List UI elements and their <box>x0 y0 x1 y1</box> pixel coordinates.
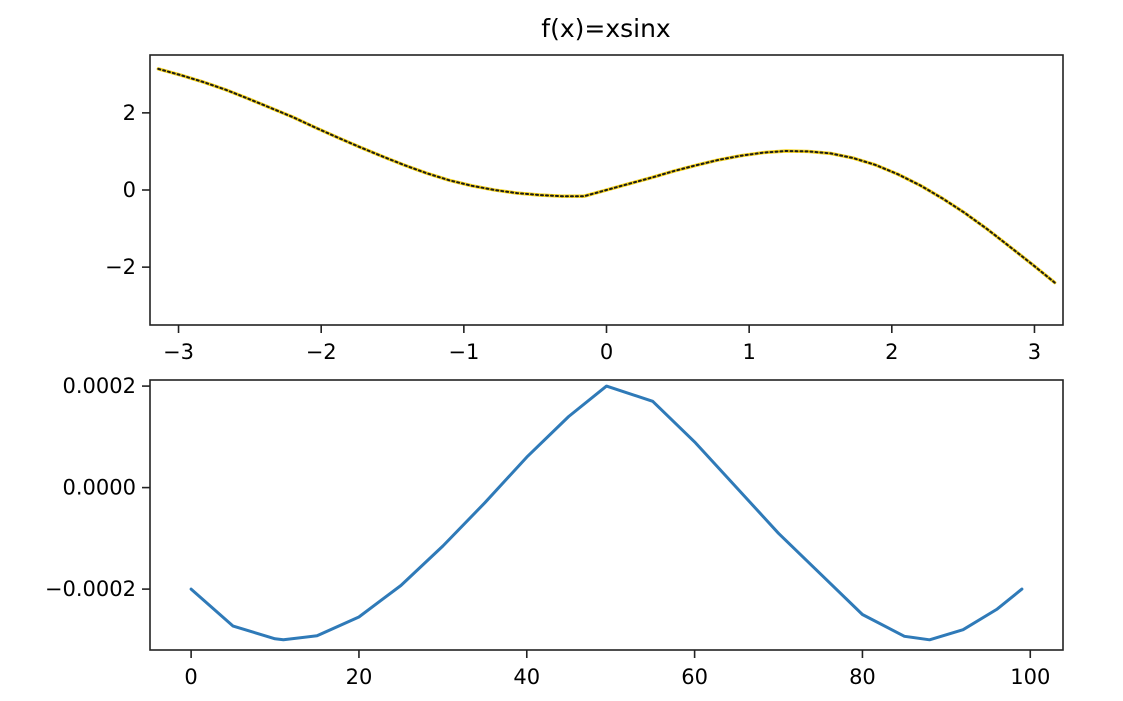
bottom-chart-series <box>189 384 1024 642</box>
top-chart-y-tick-label: 0 <box>123 178 136 202</box>
top-chart-x-tick-label: 1 <box>742 340 755 364</box>
bottom-chart-plot-area <box>149 379 1064 651</box>
top-chart-series-0-highlight <box>156 67 1057 285</box>
bottom-chart-x-tick-label: 60 <box>681 665 708 689</box>
top-chart-x-tick-label: 2 <box>885 340 898 364</box>
bottom-chart-y-axis: 0.0002 0.0000 −0.0002 <box>45 374 150 601</box>
top-chart-x-tick-label: 0 <box>600 340 613 364</box>
top-chart-x-tick-label: −3 <box>163 340 194 364</box>
bottom-chart-x-axis: 0 20 40 60 80 100 <box>184 650 1050 689</box>
bottom-chart-y-tick-label: 0.0002 <box>63 374 136 398</box>
bottom-chart-y-tick-label: 0.0000 <box>63 476 136 500</box>
bottom-chart: 0 20 40 60 80 100 0.0002 0.0000 −0.0002 <box>45 374 1064 689</box>
chart-title: f(x)=xsinx <box>541 14 670 43</box>
bottom-chart-x-tick-label: 100 <box>1010 665 1050 689</box>
top-chart-y-tick-label: −2 <box>105 255 136 279</box>
bottom-chart-x-tick-label: 20 <box>346 665 373 689</box>
top-chart-plot-area <box>149 54 1064 326</box>
bottom-chart-x-tick-label: 40 <box>513 665 540 689</box>
bottom-chart-x-tick-label: 80 <box>849 665 876 689</box>
bottom-chart-series-0-line <box>189 384 1024 642</box>
bottom-chart-y-tick-label: −0.0002 <box>45 577 136 601</box>
bottom-chart-x-tick-label: 0 <box>184 665 197 689</box>
top-chart-x-tick-label: −1 <box>448 340 479 364</box>
top-chart-x-tick-label: −2 <box>306 340 337 364</box>
top-chart-series <box>156 67 1057 285</box>
top-chart-y-axis: 2 0 −2 <box>105 101 150 279</box>
top-chart-y-tick-label: 2 <box>123 101 136 125</box>
top-chart-x-axis: −3 −2 −1 0 1 2 3 <box>163 325 1041 364</box>
top-chart: f(x)=xsinx −3 −2 −1 0 1 2 3 2 0 −2 <box>105 14 1064 364</box>
top-chart-series-0-line <box>157 67 1056 284</box>
top-chart-x-tick-label: 3 <box>1028 340 1041 364</box>
